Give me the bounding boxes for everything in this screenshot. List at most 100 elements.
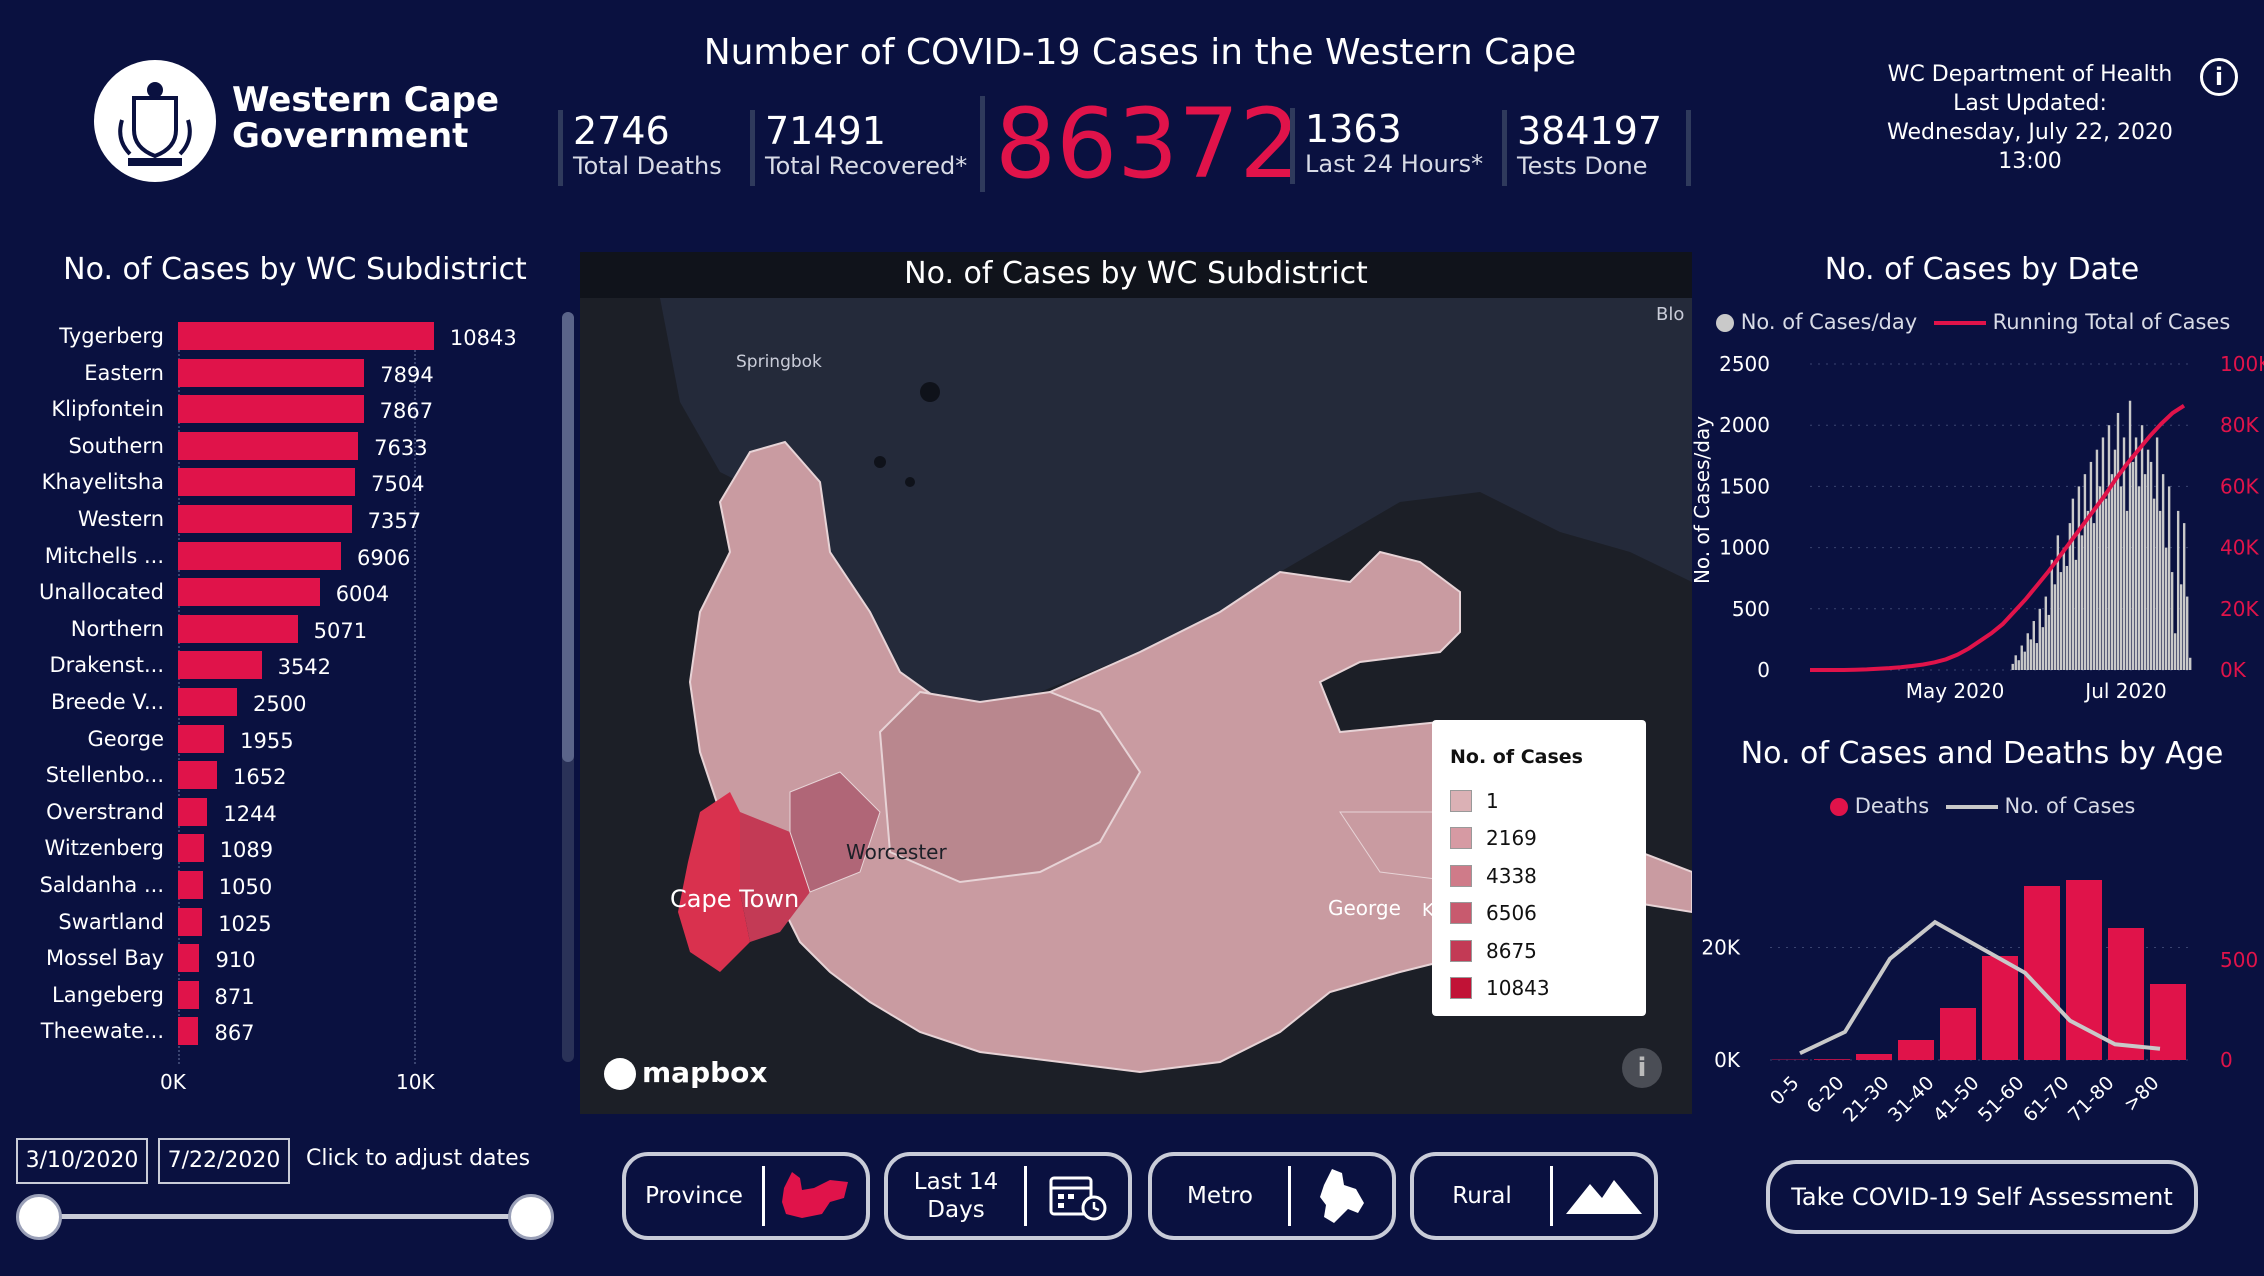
bar-value: 1025 [218,911,272,936]
legend-item: 10843 [1450,970,1628,1008]
map-label-k: K [1422,900,1434,921]
daily-case-bar [2140,425,2144,670]
subdistrict-map[interactable]: Springbok Worcester Cape Town George Blo… [580,252,1693,1114]
bar[interactable] [178,395,364,424]
daily-case-bar [2095,449,2099,670]
death-bar [1898,1040,1934,1060]
daily-case-bar [2035,643,2038,670]
bar[interactable] [178,322,434,350]
x-tick-label: 0-5 [1766,1072,1804,1110]
bar[interactable] [178,797,208,826]
bar-label: Breede V... [50,690,164,714]
bar[interactable] [178,980,199,1009]
map-info-icon[interactable]: i [1622,1048,1662,1088]
daily-case-bar [2017,660,2020,670]
mapbox-logo[interactable]: mapbox [604,1056,767,1090]
coat-of-arms-logo [94,60,216,182]
last-14-days-label: Last 14 Days [913,1169,999,1223]
last-14-days-button[interactable]: Last 14 Days [884,1152,1132,1240]
kpi-value: 384197 [1517,109,1663,153]
mapbox-icon [604,1058,636,1090]
legend-swatch [1450,939,1472,962]
rural-button[interactable]: Rural [1410,1152,1658,1240]
map-label-blo: Blo [1656,304,1685,325]
last-updated-info: WC Department of Health Last Updated: We… [1880,60,2180,176]
daily-case-bar [2023,651,2026,670]
bar[interactable] [178,1017,199,1046]
legend-bars-label[interactable]: No. of Cases/day [1740,310,1918,334]
bar[interactable] [178,431,359,460]
x-tick-10k: 10K [396,1070,435,1094]
bar[interactable] [178,541,341,570]
legend-deaths-label[interactable]: Deaths [1854,794,1930,818]
bar-label: Eastern [84,360,164,385]
date-slider-track[interactable] [40,1214,530,1219]
bar[interactable] [178,724,225,753]
bar-label: Theewate... [40,1019,164,1044]
bar-value: 6004 [335,582,390,607]
bar-value: 7357 [367,509,422,533]
daily-case-bar [2158,510,2162,670]
bar[interactable] [178,468,356,497]
y-tick-label: 0 [1757,658,1770,682]
bar[interactable] [178,871,203,899]
kpi-label: Total Recovered* [765,152,968,180]
subdistrict-chart-title: No. of Cases by WC Subdistrict [63,252,527,287]
daily-case-bar [2104,498,2108,670]
bar-value: 1050 [218,875,273,899]
metro-label: Metro [1186,1183,1254,1209]
x-tick-label: 61-70 [2019,1072,2074,1127]
x-tick-label: 21-30 [1839,1072,1894,1127]
running-total-line [1810,404,2186,672]
daily-case-bar [2029,639,2032,670]
metro-button[interactable]: Metro [1148,1152,1396,1240]
date-slider-start-handle[interactable] [16,1194,62,1240]
legend-line-label[interactable]: Running Total of Cases [1992,310,2231,334]
y-tick-label: 500 [1732,597,1770,621]
daily-case-bar [2044,596,2048,670]
bar-value: 1244 [223,801,277,826]
daily-case-bar [2086,510,2090,670]
map-label-springbok: Springbok [736,352,822,372]
death-bar [1814,1059,1850,1060]
end-date-input[interactable]: 7/22/2020 [158,1138,290,1184]
button-divider [762,1166,765,1226]
bar-value: 1652 [232,765,287,790]
kpi-total-recovered: 71491 Total Recovered* [750,110,967,186]
legend-value: 4338 [1486,863,1537,888]
kpi-last-24-hours: 1363 Last 24 Hours* [1290,108,1483,184]
info-icon[interactable]: i [2200,58,2238,96]
bar[interactable] [178,358,365,387]
bar[interactable] [178,834,204,863]
bar[interactable] [178,505,352,533]
age-chart-plot[interactable]: 20K0K50000-56-2021-3031-4041-5051-6061-7… [1700,880,2264,1130]
death-bar [1982,956,2018,1060]
y-tick-label: 1000 [1719,536,1770,560]
legend-items: 1 2169 4338 6506 8675 10843 [1450,782,1628,1007]
daily-case-bar [2077,486,2081,670]
bar[interactable] [178,651,262,680]
death-bar [1940,1008,1976,1060]
y-tick-label: 2500 [1719,352,1770,376]
bar-label: Southern [68,433,164,458]
bar[interactable] [178,761,217,790]
daily-case-bar [2092,523,2096,670]
bar[interactable] [178,688,237,716]
bar[interactable] [178,578,320,607]
government-name: Western Cape Government [232,80,500,156]
date-slider-end-handle[interactable] [508,1194,554,1240]
scrollbar-thumb[interactable] [562,312,574,762]
daily-case-bar [2152,498,2156,670]
start-date-input[interactable]: 3/10/2020 [16,1138,148,1184]
date-chart-plot[interactable]: 2500 2000 1500 1000 500 0 100K 80K 60K 40K 20K 0K Ma… [1700,350,2264,710]
kpi-label: Total Deaths [573,152,722,180]
bar[interactable] [178,907,203,936]
daily-case-bar [2110,474,2114,670]
legend-value: 1 [1486,788,1499,813]
legend-cases-label[interactable]: No. of Cases [2004,794,2136,818]
province-button[interactable]: Province [622,1152,870,1240]
bar[interactable] [178,944,200,973]
bar[interactable] [178,614,298,643]
daily-case-bar [2080,535,2084,670]
self-assessment-button[interactable]: Take COVID-19 Self Assessment [1766,1160,2198,1234]
